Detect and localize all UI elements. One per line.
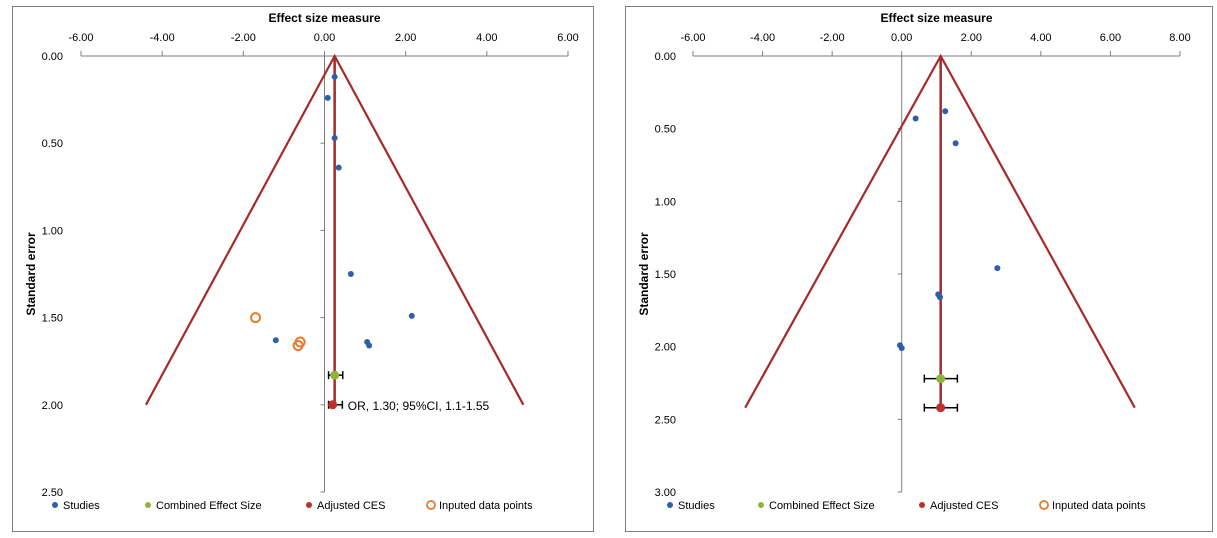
chart1-y-tick-label: 2.50	[42, 487, 63, 499]
chart1-x-tick-label: 2.00	[395, 32, 416, 44]
chart1-x-axis-title: Effect size measure	[268, 11, 380, 25]
chart2-x-tick-label: 2.00	[961, 32, 982, 44]
chart2-combined-effect-size-point	[936, 374, 946, 384]
chart1-y-tick-label: 0.50	[42, 138, 63, 150]
chart2-y-tick-label: 1.00	[655, 196, 676, 208]
chart1-studies-point	[272, 337, 279, 344]
chart2-studies-point	[936, 294, 943, 301]
chart2-y-tick-label: 0.00	[655, 51, 676, 63]
chart2-x-tick-label: 4.00	[1030, 32, 1051, 44]
chart1-x-tick-label: -6.00	[68, 32, 93, 44]
chart2-studies-point	[898, 345, 905, 352]
chart1-adjusted-ces-point	[328, 400, 338, 410]
funnel-plot-left-svg: Effect size measure Standard error -6.00 -4…	[24, 11, 579, 512]
chart2-x-tick-label: -4.00	[750, 32, 775, 44]
chart1-y-tick-label: 1.00	[42, 225, 63, 237]
chart2-legend-label-studies: Studies	[678, 500, 715, 512]
chart1-legend-label-combined-effect-size: Combined Effect Size	[156, 500, 262, 512]
chart1-legend-label-inputed-data-points: Inputed data points	[439, 500, 533, 512]
chart1-y-axis-title: Standard error	[24, 232, 38, 316]
chart1-inputed-data-points-point	[250, 312, 262, 324]
chart2-x-tick-label: -2.00	[820, 32, 845, 44]
chart2-x-tick-label: -6.00	[680, 32, 705, 44]
chart1-legend-marker-combined-effect-size	[145, 502, 151, 508]
chart2-legend-marker-studies	[667, 502, 673, 508]
chart1-x-tick-label: 6.00	[557, 32, 578, 44]
funnel-plot-right-svg: Effect size measure Standard error -6.00 -4…	[637, 11, 1191, 512]
chart2-y-tick-label: 1.50	[655, 269, 676, 281]
chart1-studies-point	[324, 94, 331, 101]
chart2-y-axis-title: Standard error	[637, 232, 651, 316]
chart2-studies-point	[912, 115, 919, 122]
chart1-studies-point	[335, 164, 342, 171]
chart2-legend-marker-inputed-data-points	[1039, 500, 1049, 510]
chart2-x-axis-title: Effect size measure	[880, 11, 992, 25]
chart1-legend-marker-studies	[52, 502, 58, 508]
chart2-legend-marker-adjusted-ces	[919, 502, 925, 508]
chart1-x-tick-label: 4.00	[476, 32, 497, 44]
funnel-plot-right: Effect size measure Standard error -6.00 -4…	[625, 6, 1213, 532]
chart1-x-tick-label: 0.00	[314, 32, 335, 44]
chart1-y-tick-label: 1.50	[42, 313, 63, 325]
chart2-y-tick-label: 3.00	[655, 487, 676, 499]
chart2-studies-point	[952, 140, 959, 147]
chart2-adjusted-ces-point	[936, 403, 946, 413]
chart2-studies-point	[994, 265, 1001, 272]
chart1-legend-marker-adjusted-ces	[306, 502, 312, 508]
chart1-combined-effect-size-point	[330, 370, 340, 380]
chart1-inputed-data-points-point	[292, 340, 304, 352]
chart1-x-tick-label: -2.00	[231, 32, 256, 44]
chart2-x-tick-label: 0.00	[891, 32, 912, 44]
chart2-legend-marker-combined-effect-size	[758, 502, 764, 508]
chart2-legend-label-inputed-data-points: Inputed data points	[1052, 500, 1146, 512]
chart1-studies-point	[331, 134, 338, 141]
chart2-x-tick-label: 6.00	[1100, 32, 1121, 44]
chart2-legend-label-combined-effect-size: Combined Effect Size	[769, 500, 875, 512]
chart1-legend-label-adjusted-ces: Adjusted CES	[317, 500, 385, 512]
chart2-studies-point	[942, 108, 949, 115]
chart1-y-tick-label: 0.00	[42, 51, 63, 63]
chart2-legend-label-adjusted-ces: Adjusted CES	[930, 500, 998, 512]
chart2-y-tick-label: 2.00	[655, 342, 676, 354]
chart1-studies-point	[347, 271, 354, 277]
chart1-studies-point	[408, 312, 415, 319]
chart1-annotation: OR, 1.30; 95%CI, 1.1-1.55	[348, 399, 490, 413]
chart2-y-tick-label: 2.50	[655, 414, 676, 426]
chart2-y-tick-label: 0.50	[655, 124, 676, 136]
chart2-x-tick-label: 8.00	[1169, 32, 1190, 44]
chart1-studies-point	[331, 73, 338, 80]
chart1-legend-marker-inputed-data-points	[426, 500, 436, 510]
chart1-x-tick-label: -4.00	[150, 32, 175, 44]
chart1-y-tick-label: 2.00	[42, 400, 63, 412]
funnel-plot-left: Effect size measure Standard error -6.00 -4…	[12, 6, 594, 532]
chart1-studies-point	[366, 342, 373, 349]
chart1-legend-label-studies: Studies	[63, 500, 100, 512]
